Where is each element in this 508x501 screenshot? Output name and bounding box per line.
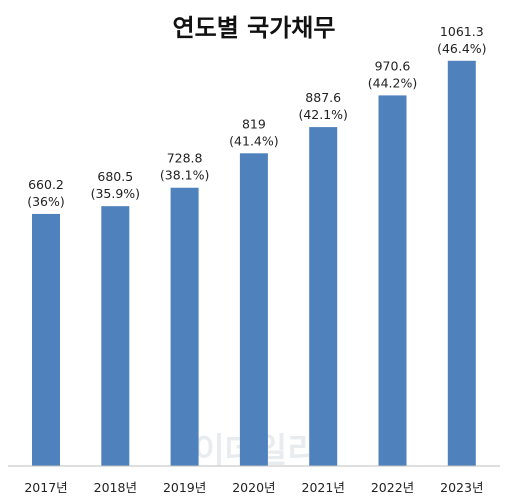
data-label-ratio: (38.1%) [160, 168, 209, 183]
data-label-value: 660.2 [28, 177, 64, 192]
data-label-ratio: (44.2%) [368, 75, 417, 90]
x-tick-label: 2020년 [232, 480, 275, 495]
x-tick-label: 2017년 [24, 480, 67, 495]
data-label-value: 1061.3 [440, 24, 484, 39]
bar [309, 127, 338, 467]
x-tick-label: 2022년 [371, 480, 414, 495]
data-label-value: 819 [242, 116, 266, 131]
data-label-ratio: (36%) [27, 194, 65, 209]
data-label-ratio: (35.9%) [91, 186, 140, 201]
data-label-value: 728.8 [167, 151, 203, 166]
data-label-ratio: (42.1%) [298, 107, 347, 122]
x-tick-label: 2023년 [440, 480, 483, 495]
x-tick-label: 2018년 [94, 480, 137, 495]
bar [447, 60, 476, 466]
x-tick-label: 2019년 [163, 480, 206, 495]
chart-title: 연도별 국가채무 [173, 14, 336, 42]
data-label-ratio: (41.4%) [229, 133, 278, 148]
bar [378, 95, 407, 466]
bar [101, 206, 130, 466]
bar [32, 213, 60, 466]
bar [170, 187, 199, 467]
data-label-value: 970.6 [375, 58, 411, 73]
bars-group [32, 60, 476, 467]
x-tick-label: 2021년 [302, 480, 345, 495]
data-label-value: 887.6 [305, 90, 341, 105]
bar [239, 153, 268, 467]
labels-group: 660.2 (36%) 2017년 680.5 (35.9%) 2018년 728.8 (38… [24, 24, 486, 495]
data-label-value: 680.5 [97, 169, 133, 184]
data-label-ratio: (46.4%) [437, 41, 486, 56]
